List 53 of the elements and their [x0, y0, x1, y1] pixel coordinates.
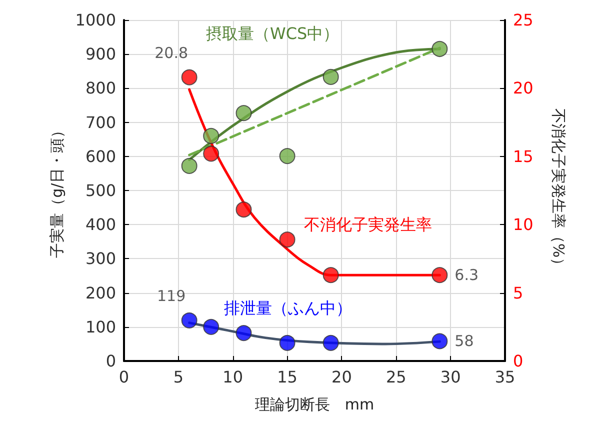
y2-tick-label: 15	[513, 146, 534, 166]
point	[203, 146, 220, 162]
point	[432, 267, 448, 284]
data-label: 119	[156, 286, 186, 305]
point	[181, 312, 198, 328]
point	[279, 334, 296, 351]
series-label: 排泄量（ふん中）	[224, 298, 352, 318]
x-tick-label: 5	[173, 368, 184, 386]
y-tick-label: 800	[85, 78, 116, 98]
y2-tick-label: 20	[513, 78, 534, 98]
x-tick-label: 30	[440, 368, 461, 386]
x-tick-label: 0	[118, 368, 130, 386]
x-tick-label: 10	[222, 368, 244, 386]
x-tick-label: 25	[386, 368, 406, 386]
point	[203, 318, 220, 335]
x-axis-title: 理論切断長 mm	[254, 396, 374, 414]
y2-tick-label: 25	[513, 10, 534, 30]
y2-tick-label: 0	[513, 352, 524, 370]
point	[181, 69, 198, 86]
x-tick-label: 35	[494, 368, 516, 386]
point	[181, 158, 198, 174]
y-tick-label: 700	[85, 112, 116, 132]
y-tick-label: 1000	[75, 10, 116, 30]
y-tick-label: 300	[85, 249, 116, 268]
point	[236, 325, 252, 342]
y-tick-label: 200	[85, 283, 116, 302]
data-label: 58	[454, 332, 474, 350]
x-tick-label: 20	[332, 368, 352, 386]
point	[322, 68, 339, 85]
series-label: 不消化子実発生率	[304, 215, 432, 234]
point	[203, 128, 220, 144]
data-label: 20.8	[154, 44, 188, 62]
data-label: 6.3	[454, 266, 479, 284]
point	[432, 333, 448, 350]
x-tick-label: 15	[277, 368, 298, 386]
point	[279, 148, 296, 164]
y-tick-label: 500	[85, 181, 116, 200]
point	[432, 40, 448, 57]
y-tick-label: 0	[106, 352, 116, 370]
y2-tick-label: 5	[513, 283, 524, 302]
point	[236, 105, 252, 122]
y-tick-label: 600	[85, 146, 116, 166]
y2-tick-label: 10	[513, 215, 534, 234]
y-axis-title: 子実量（g/日・頭）	[48, 123, 66, 258]
series-label: 摂取量（WCS中）	[206, 24, 340, 44]
y-tick-label: 900	[85, 44, 116, 64]
y2-axis-title: 不消化子実発生率（%）	[550, 108, 568, 273]
y-tick-label: 400	[85, 215, 116, 234]
point	[236, 202, 252, 218]
point	[322, 267, 339, 284]
y-tick-label: 100	[85, 317, 116, 336]
point	[322, 334, 339, 351]
point	[279, 232, 296, 248]
